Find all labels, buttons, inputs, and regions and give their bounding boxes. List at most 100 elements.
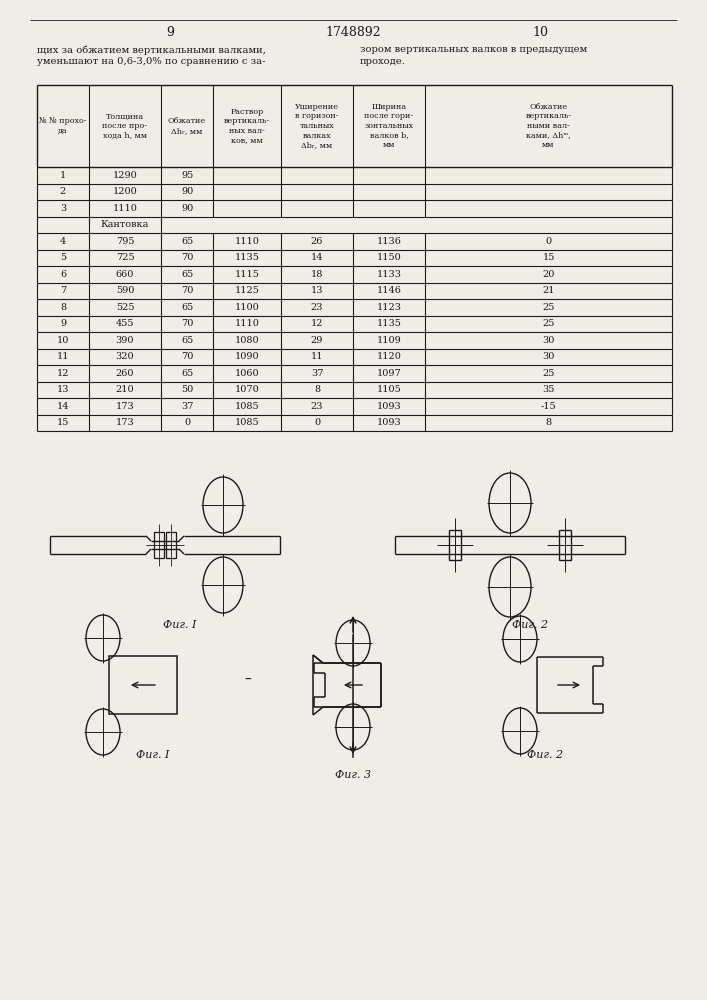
Text: 1200: 1200 xyxy=(112,187,137,196)
Text: 1109: 1109 xyxy=(377,336,402,345)
Text: 5: 5 xyxy=(60,253,66,262)
Text: 25: 25 xyxy=(542,369,555,378)
Text: 70: 70 xyxy=(181,286,193,295)
Text: 1146: 1146 xyxy=(377,286,402,295)
Text: Раствор
вертикаль-
ных вал-
ков, мм: Раствор вертикаль- ных вал- ков, мм xyxy=(224,108,270,144)
Text: № № прохо-
да: № № прохо- да xyxy=(40,117,87,135)
Text: 0: 0 xyxy=(184,418,190,427)
Text: зором вертикальных валков в предыдущем: зором вертикальных валков в предыдущем xyxy=(360,45,588,54)
Text: 23: 23 xyxy=(311,402,323,411)
Text: 13: 13 xyxy=(57,385,69,394)
Text: 35: 35 xyxy=(542,385,555,394)
Text: щих за обжатием вертикальными валками,: щих за обжатием вертикальными валками, xyxy=(37,45,266,55)
Text: 65: 65 xyxy=(181,336,193,345)
Text: 173: 173 xyxy=(116,418,134,427)
Text: 70: 70 xyxy=(181,352,193,361)
Text: -15: -15 xyxy=(541,402,556,411)
Text: 10: 10 xyxy=(532,25,548,38)
Text: 29: 29 xyxy=(311,336,323,345)
Text: 1085: 1085 xyxy=(235,402,259,411)
Text: 1120: 1120 xyxy=(377,352,402,361)
Text: 12: 12 xyxy=(311,319,323,328)
Text: 50: 50 xyxy=(181,385,193,394)
Text: 6: 6 xyxy=(60,270,66,279)
Text: 7: 7 xyxy=(60,286,66,295)
Text: Фиг. 3: Фиг. 3 xyxy=(335,770,371,780)
Text: 26: 26 xyxy=(311,237,323,246)
Text: 1136: 1136 xyxy=(377,237,402,246)
Text: 14: 14 xyxy=(311,253,323,262)
Text: 25: 25 xyxy=(542,319,555,328)
Text: 37: 37 xyxy=(181,402,193,411)
Text: 1748892: 1748892 xyxy=(325,25,381,38)
Text: 1070: 1070 xyxy=(235,385,259,394)
Text: 8: 8 xyxy=(545,418,551,427)
Text: 1100: 1100 xyxy=(235,303,259,312)
Text: 173: 173 xyxy=(116,402,134,411)
Text: 11: 11 xyxy=(311,352,323,361)
Text: 9: 9 xyxy=(166,25,174,38)
Text: 1093: 1093 xyxy=(377,418,402,427)
Text: 30: 30 xyxy=(542,352,555,361)
Text: 1290: 1290 xyxy=(112,171,137,180)
Text: 1133: 1133 xyxy=(377,270,402,279)
Text: –: – xyxy=(245,673,252,687)
Text: 795: 795 xyxy=(116,237,134,246)
Text: 1135: 1135 xyxy=(235,253,259,262)
Text: 37: 37 xyxy=(311,369,323,378)
Text: Кантовка: Кантовка xyxy=(101,220,149,229)
Bar xyxy=(449,530,461,560)
Text: 3: 3 xyxy=(60,204,66,213)
Text: уменьшают на 0,6-3,0% по сравнению с за-: уменьшают на 0,6-3,0% по сравнению с за- xyxy=(37,57,266,66)
Text: 8: 8 xyxy=(60,303,66,312)
Text: 18: 18 xyxy=(311,270,323,279)
Text: 1060: 1060 xyxy=(235,369,259,378)
Text: 1150: 1150 xyxy=(377,253,402,262)
Text: 525: 525 xyxy=(116,303,134,312)
Bar xyxy=(559,530,571,560)
Bar xyxy=(154,532,164,558)
Text: 260: 260 xyxy=(116,369,134,378)
Text: 1115: 1115 xyxy=(235,270,259,279)
Bar xyxy=(109,656,177,714)
Text: 320: 320 xyxy=(116,352,134,361)
Text: 1090: 1090 xyxy=(235,352,259,361)
Text: 390: 390 xyxy=(116,336,134,345)
Text: 1: 1 xyxy=(60,171,66,180)
Text: 14: 14 xyxy=(57,402,69,411)
Text: 210: 210 xyxy=(116,385,134,394)
Text: Фиг. 2: Фиг. 2 xyxy=(527,750,563,760)
Text: 90: 90 xyxy=(181,187,193,196)
Text: 9: 9 xyxy=(60,319,66,328)
Text: 65: 65 xyxy=(181,303,193,312)
Text: Фиг. I: Фиг. I xyxy=(136,750,170,760)
Text: 1110: 1110 xyxy=(235,319,259,328)
Text: 65: 65 xyxy=(181,237,193,246)
Text: 1123: 1123 xyxy=(377,303,402,312)
Text: 1110: 1110 xyxy=(112,204,137,213)
Text: 15: 15 xyxy=(57,418,69,427)
Text: 1093: 1093 xyxy=(377,402,402,411)
Text: Обжатие
вертикаль-
ными вал-
ками, Δhᵐ,
мм: Обжатие вертикаль- ными вал- ками, Δhᵐ, … xyxy=(525,103,571,149)
Text: 1097: 1097 xyxy=(377,369,402,378)
Text: 1085: 1085 xyxy=(235,418,259,427)
Text: 13: 13 xyxy=(311,286,323,295)
Text: Фиг. 2: Фиг. 2 xyxy=(512,620,548,630)
Text: 0: 0 xyxy=(545,237,551,246)
Text: 70: 70 xyxy=(181,319,193,328)
Text: 21: 21 xyxy=(542,286,555,295)
Text: 725: 725 xyxy=(116,253,134,262)
Text: 660: 660 xyxy=(116,270,134,279)
Text: 8: 8 xyxy=(314,385,320,394)
Text: 1125: 1125 xyxy=(235,286,259,295)
Text: 1105: 1105 xyxy=(377,385,402,394)
Text: 30: 30 xyxy=(542,336,555,345)
Text: 1080: 1080 xyxy=(235,336,259,345)
Bar xyxy=(166,532,176,558)
Text: проходе.: проходе. xyxy=(360,57,406,66)
Text: 4: 4 xyxy=(60,237,66,246)
Text: 70: 70 xyxy=(181,253,193,262)
Text: 65: 65 xyxy=(181,369,193,378)
Text: 15: 15 xyxy=(542,253,555,262)
Text: Уширение
в горизон-
тальных
валках
Δbᵣ, мм: Уширение в горизон- тальных валках Δbᵣ, … xyxy=(295,103,339,149)
